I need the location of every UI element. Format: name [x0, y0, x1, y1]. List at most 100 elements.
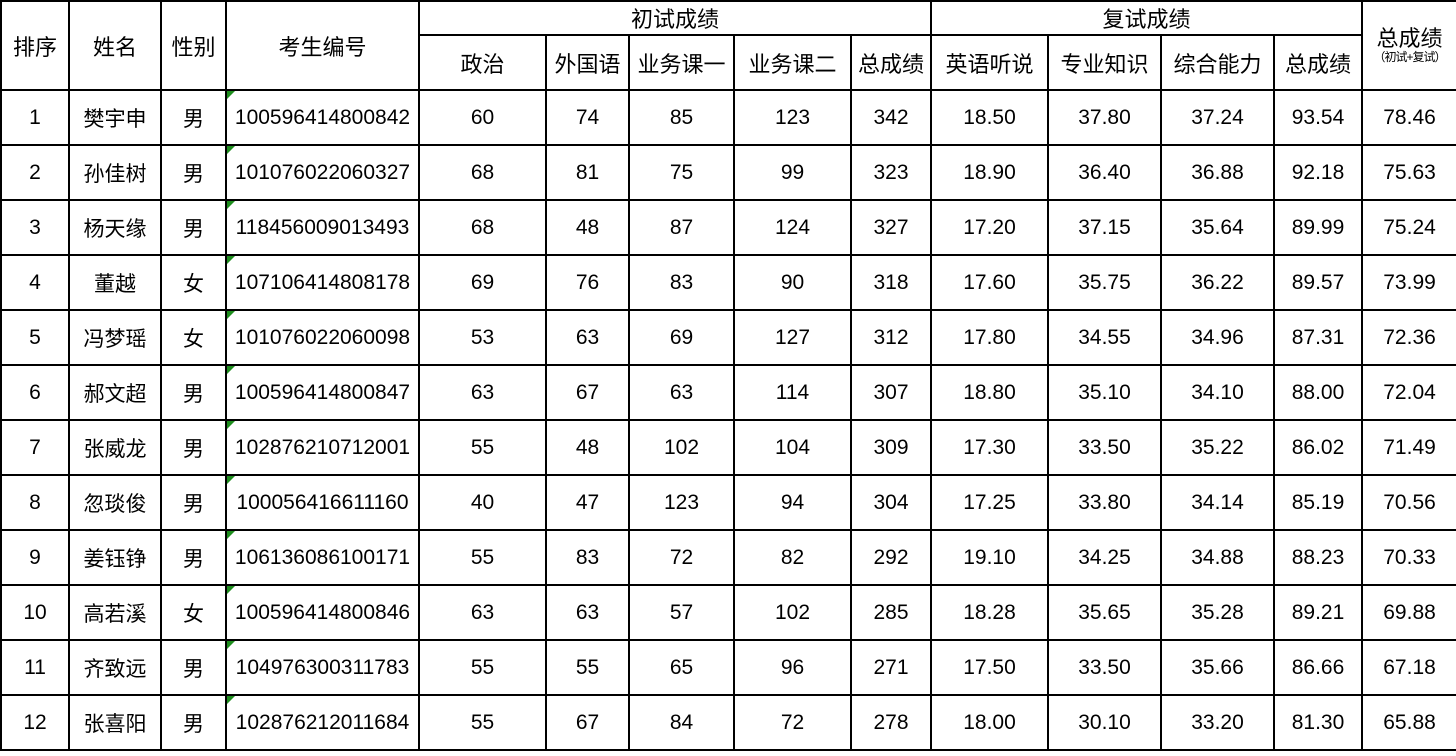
cell-retest-total[interactable]: 87.31 [1273, 309, 1364, 366]
cell-course1[interactable]: 72 [628, 529, 735, 586]
cell-overall-total[interactable]: 65.88 [1361, 694, 1456, 751]
cell-course1[interactable]: 57 [628, 584, 735, 641]
cell-foreign-language[interactable]: 83 [545, 529, 630, 586]
cell-foreign-language[interactable]: 76 [545, 254, 630, 311]
cell-gender[interactable]: 男 [160, 529, 227, 586]
cell-rank[interactable]: 1 [0, 89, 70, 146]
cell-comprehensive-ability[interactable]: 34.88 [1160, 529, 1276, 586]
cell-foreign-language[interactable]: 67 [545, 694, 630, 751]
cell-professional-knowledge[interactable]: 36.40 [1047, 144, 1163, 201]
cell-comprehensive-ability[interactable]: 34.96 [1160, 309, 1276, 366]
cell-overall-total[interactable]: 75.24 [1361, 199, 1456, 256]
cell-english-listening[interactable]: 17.60 [930, 254, 1050, 311]
cell-rank[interactable]: 5 [0, 309, 70, 366]
cell-english-listening[interactable]: 17.25 [930, 474, 1050, 531]
cell-course2[interactable]: 102 [733, 584, 852, 641]
cell-candidate-id[interactable]: 104976300311783 [225, 639, 420, 696]
cell-english-listening[interactable]: 18.28 [930, 584, 1050, 641]
cell-politics[interactable]: 55 [418, 529, 547, 586]
cell-politics[interactable]: 63 [418, 364, 547, 421]
cell-professional-knowledge[interactable]: 37.80 [1047, 89, 1163, 146]
cell-candidate-id[interactable]: 100596414800846 [225, 584, 420, 641]
cell-retest-total[interactable]: 89.57 [1273, 254, 1364, 311]
cell-retest-total[interactable]: 85.19 [1273, 474, 1364, 531]
cell-course2[interactable]: 96 [733, 639, 852, 696]
cell-politics[interactable]: 55 [418, 419, 547, 476]
cell-comprehensive-ability[interactable]: 36.22 [1160, 254, 1276, 311]
cell-retest-total[interactable]: 89.21 [1273, 584, 1364, 641]
cell-gender[interactable]: 男 [160, 694, 227, 751]
header-course2[interactable]: 业务课二 [733, 34, 852, 91]
cell-course1[interactable]: 65 [628, 639, 735, 696]
cell-name[interactable]: 姜钰铮 [68, 529, 162, 586]
cell-course1[interactable]: 69 [628, 309, 735, 366]
cell-foreign-language[interactable]: 67 [545, 364, 630, 421]
cell-candidate-id[interactable]: 101076022060327 [225, 144, 420, 201]
cell-initial-total[interactable]: 278 [849, 694, 933, 751]
cell-rank[interactable]: 3 [0, 199, 70, 256]
cell-overall-total[interactable]: 71.49 [1361, 419, 1456, 476]
cell-course1[interactable]: 102 [628, 419, 735, 476]
cell-foreign-language[interactable]: 74 [545, 89, 630, 146]
cell-foreign-language[interactable]: 48 [545, 419, 630, 476]
cell-retest-total[interactable]: 81.30 [1273, 694, 1364, 751]
cell-gender[interactable]: 男 [160, 199, 227, 256]
header-overall-total[interactable]: 总成绩 （初试+复试） [1361, 0, 1456, 91]
cell-professional-knowledge[interactable]: 33.80 [1047, 474, 1163, 531]
cell-course2[interactable]: 104 [733, 419, 852, 476]
cell-name[interactable]: 齐致远 [68, 639, 162, 696]
cell-candidate-id[interactable]: 101076022060098 [225, 309, 420, 366]
cell-politics[interactable]: 60 [418, 89, 547, 146]
cell-retest-total[interactable]: 86.66 [1273, 639, 1364, 696]
cell-course1[interactable]: 83 [628, 254, 735, 311]
cell-comprehensive-ability[interactable]: 35.28 [1160, 584, 1276, 641]
cell-rank[interactable]: 10 [0, 584, 70, 641]
header-course1[interactable]: 业务课一 [628, 34, 735, 91]
cell-english-listening[interactable]: 18.80 [930, 364, 1050, 421]
cell-overall-total[interactable]: 67.18 [1361, 639, 1456, 696]
cell-comprehensive-ability[interactable]: 34.10 [1160, 364, 1276, 421]
cell-rank[interactable]: 4 [0, 254, 70, 311]
cell-professional-knowledge[interactable]: 33.50 [1047, 419, 1163, 476]
cell-candidate-id[interactable]: 100596414800847 [225, 364, 420, 421]
cell-name[interactable]: 杨天缘 [68, 199, 162, 256]
cell-name[interactable]: 董越 [68, 254, 162, 311]
cell-foreign-language[interactable]: 48 [545, 199, 630, 256]
cell-course1[interactable]: 63 [628, 364, 735, 421]
cell-overall-total[interactable]: 70.33 [1361, 529, 1456, 586]
cell-english-listening[interactable]: 17.80 [930, 309, 1050, 366]
cell-professional-knowledge[interactable]: 35.65 [1047, 584, 1163, 641]
cell-politics[interactable]: 68 [418, 199, 547, 256]
cell-candidate-id[interactable]: 118456009013493 [225, 199, 420, 256]
cell-politics[interactable]: 53 [418, 309, 547, 366]
cell-english-listening[interactable]: 17.30 [930, 419, 1050, 476]
cell-retest-total[interactable]: 88.00 [1273, 364, 1364, 421]
cell-professional-knowledge[interactable]: 35.75 [1047, 254, 1163, 311]
cell-course1[interactable]: 87 [628, 199, 735, 256]
cell-name[interactable]: 郝文超 [68, 364, 162, 421]
cell-comprehensive-ability[interactable]: 34.14 [1160, 474, 1276, 531]
header-foreign-language[interactable]: 外国语 [545, 34, 630, 91]
cell-gender[interactable]: 男 [160, 419, 227, 476]
cell-comprehensive-ability[interactable]: 37.24 [1160, 89, 1276, 146]
cell-foreign-language[interactable]: 81 [545, 144, 630, 201]
cell-politics[interactable]: 63 [418, 584, 547, 641]
cell-english-listening[interactable]: 19.10 [930, 529, 1050, 586]
cell-overall-total[interactable]: 73.99 [1361, 254, 1456, 311]
header-retest-group[interactable]: 复试成绩 [930, 0, 1364, 36]
cell-gender[interactable]: 女 [160, 309, 227, 366]
cell-rank[interactable]: 8 [0, 474, 70, 531]
cell-comprehensive-ability[interactable]: 33.20 [1160, 694, 1276, 751]
cell-gender[interactable]: 男 [160, 474, 227, 531]
cell-course2[interactable]: 94 [733, 474, 852, 531]
cell-course2[interactable]: 127 [733, 309, 852, 366]
header-initial-total[interactable]: 总成绩 [849, 34, 933, 91]
cell-foreign-language[interactable]: 63 [545, 309, 630, 366]
cell-candidate-id[interactable]: 106136086100171 [225, 529, 420, 586]
cell-gender[interactable]: 女 [160, 584, 227, 641]
cell-course2[interactable]: 124 [733, 199, 852, 256]
cell-course2[interactable]: 114 [733, 364, 852, 421]
cell-candidate-id[interactable]: 100056416611160 [225, 474, 420, 531]
cell-rank[interactable]: 6 [0, 364, 70, 421]
cell-initial-total[interactable]: 292 [849, 529, 933, 586]
